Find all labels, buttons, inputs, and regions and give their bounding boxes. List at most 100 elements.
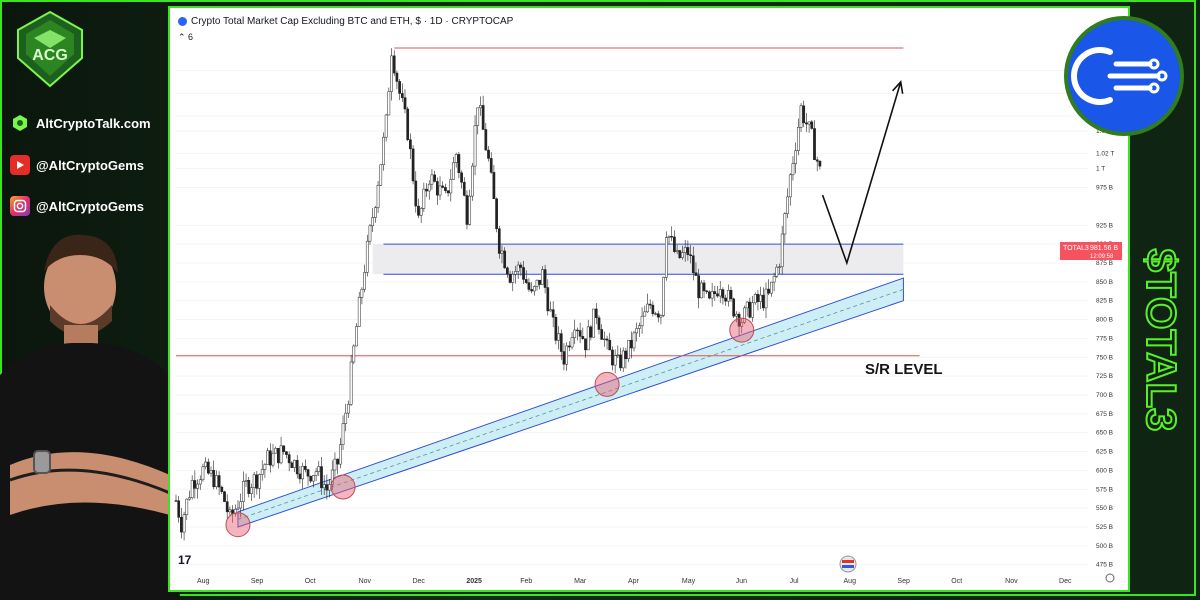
candle-body xyxy=(514,271,517,275)
sidebar: ACG AltCryptoTalk.com @AltCryptoGems @Al… xyxy=(0,0,180,600)
y-tick-label: 500 B xyxy=(1096,543,1113,550)
indicator-toggle[interactable]: ⌃ 6 xyxy=(178,32,193,43)
y-tick-label: 850 B xyxy=(1096,279,1113,286)
candle-body xyxy=(489,158,493,173)
candle-body xyxy=(530,289,533,292)
candle-body xyxy=(363,272,366,290)
candle-body xyxy=(694,272,698,276)
candle-body xyxy=(444,187,447,191)
candle-body xyxy=(495,198,498,229)
candle-body xyxy=(621,350,625,369)
candle-body xyxy=(374,207,377,218)
candle-body xyxy=(718,289,722,297)
data-stream-icon xyxy=(1064,16,1184,136)
candle-body xyxy=(376,185,380,208)
candle-body xyxy=(640,315,644,327)
candle-body xyxy=(365,240,369,273)
candle-body xyxy=(206,461,210,474)
candle-body xyxy=(783,213,787,235)
candle-body xyxy=(659,315,663,318)
candle-body xyxy=(452,162,455,180)
candle-body xyxy=(818,160,822,167)
candle-body xyxy=(390,55,393,92)
candle-body xyxy=(344,412,348,424)
candle-body xyxy=(209,470,213,474)
chart-header: Crypto Total Market Cap Excluding BTC an… xyxy=(178,16,513,27)
settings-icon[interactable] xyxy=(1105,573,1115,583)
candle-body xyxy=(778,266,781,268)
price-tag-symbol: TOTAL3 xyxy=(1063,245,1089,252)
candle-body xyxy=(204,461,207,468)
candle-body xyxy=(759,294,762,302)
candle-body xyxy=(333,458,337,471)
candle-body xyxy=(185,498,189,515)
candle-body xyxy=(217,475,221,488)
candle-body xyxy=(603,338,606,340)
candle-body xyxy=(347,404,350,414)
channel-touch-point xyxy=(729,317,755,343)
candle-body xyxy=(471,165,474,197)
candle-body xyxy=(465,195,469,225)
symbol-icon xyxy=(178,17,187,26)
candle-body xyxy=(683,247,687,253)
youtube-link[interactable]: @AltCryptoGems xyxy=(10,155,144,175)
candle-body xyxy=(732,298,736,317)
candle-body xyxy=(743,307,746,323)
price-tag-countdown: 12:09:58 xyxy=(1090,254,1114,260)
candle-body xyxy=(198,479,202,485)
candle-body xyxy=(427,183,431,192)
candle-body xyxy=(761,294,765,309)
y-tick-label: 825 B xyxy=(1096,298,1113,305)
candle-body xyxy=(648,303,652,306)
chart-panel[interactable]: Crypto Total Market Cap Excluding BTC an… xyxy=(168,6,1130,592)
x-tick-label: Sep xyxy=(251,578,264,585)
website-link[interactable]: AltCryptoTalk.com xyxy=(10,113,151,133)
candle-body xyxy=(182,514,186,533)
candle-body xyxy=(355,326,358,347)
candle-body xyxy=(624,350,628,360)
candle-body xyxy=(406,108,410,140)
candle-body xyxy=(815,159,819,162)
y-tick-label: 625 B xyxy=(1096,449,1113,456)
candle-body xyxy=(236,507,240,510)
candle-body xyxy=(314,471,318,476)
channel-midline xyxy=(237,288,904,520)
channel-touch-point xyxy=(225,512,251,538)
x-tick-label: Sep xyxy=(897,578,910,585)
candle-body xyxy=(643,311,647,317)
candle-body xyxy=(479,105,482,109)
candle-body xyxy=(667,236,671,238)
candle-body xyxy=(654,313,657,315)
candle-body xyxy=(716,293,719,297)
candle-body xyxy=(594,308,598,319)
candle-body xyxy=(349,361,353,405)
candle-body xyxy=(751,302,754,318)
candle-body xyxy=(360,288,364,298)
candle-body xyxy=(799,105,803,128)
candle-body xyxy=(713,291,717,294)
instagram-handle: @AltCryptoGems xyxy=(36,198,145,214)
candle-body xyxy=(740,322,744,327)
range-box xyxy=(372,244,904,275)
candle-body xyxy=(721,289,725,299)
candle-body xyxy=(282,445,286,452)
candle-body xyxy=(627,339,630,360)
candle-body xyxy=(629,339,633,349)
channel-touch-point xyxy=(330,474,356,500)
y-tick-label: 975 B xyxy=(1096,185,1113,192)
candle-body xyxy=(635,328,639,334)
candle-body xyxy=(686,247,690,255)
y-tick-label: 800 B xyxy=(1096,317,1113,324)
candle-body xyxy=(384,114,388,138)
candle-body xyxy=(600,329,604,340)
candle-body xyxy=(422,188,426,209)
candle-body xyxy=(681,252,684,258)
candle-body xyxy=(180,517,183,533)
y-tick-label: 650 B xyxy=(1096,430,1113,437)
candle-body xyxy=(409,139,412,150)
candle-body xyxy=(223,491,226,502)
instagram-link[interactable]: @AltCryptoGems xyxy=(10,196,144,216)
candle-body xyxy=(705,290,709,293)
candle-body xyxy=(516,264,520,272)
